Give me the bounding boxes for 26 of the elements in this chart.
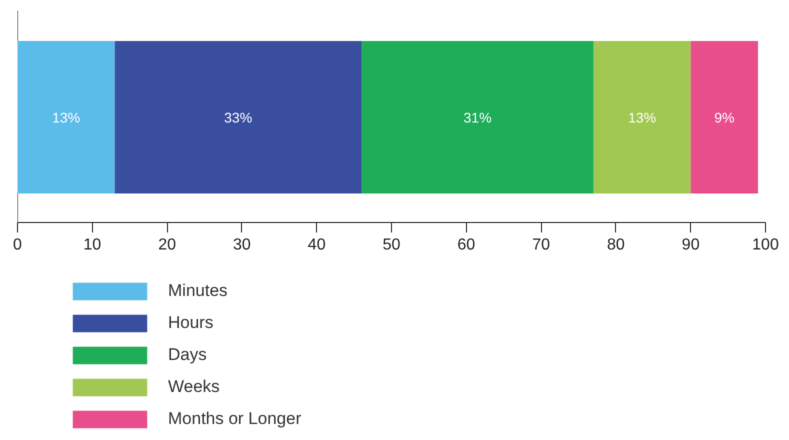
x-tick-label: 80: [607, 236, 625, 254]
x-tick-label: 10: [83, 236, 102, 254]
legend-label: Weeks: [168, 377, 220, 397]
x-tick-label: 20: [158, 236, 176, 254]
data-label: 9%: [714, 109, 734, 126]
x-tick-label: 30: [233, 236, 251, 254]
legend-label: Months or Longer: [168, 409, 302, 429]
x-tick-label: 0: [13, 236, 22, 254]
bar: [362, 41, 594, 194]
legend-label: Minutes: [168, 281, 228, 301]
data-label: 31%: [464, 109, 492, 126]
bar: [114, 41, 362, 194]
bar: [690, 41, 758, 194]
bar: [593, 41, 691, 194]
legend-label: Days: [168, 345, 207, 365]
x-tick-label: 50: [382, 236, 400, 254]
x-tick-label: 90: [682, 236, 700, 254]
x-tick-label: 60: [457, 236, 476, 254]
legend-label: Hours: [168, 313, 214, 333]
data-label: 33%: [224, 109, 252, 126]
data-label: 13%: [628, 109, 656, 126]
x-tick-label: 100: [752, 236, 779, 254]
x-tick-label: 70: [532, 236, 550, 254]
bar: [18, 41, 115, 194]
data-label: 13%: [52, 109, 80, 126]
x-tick-label: 40: [308, 236, 326, 254]
